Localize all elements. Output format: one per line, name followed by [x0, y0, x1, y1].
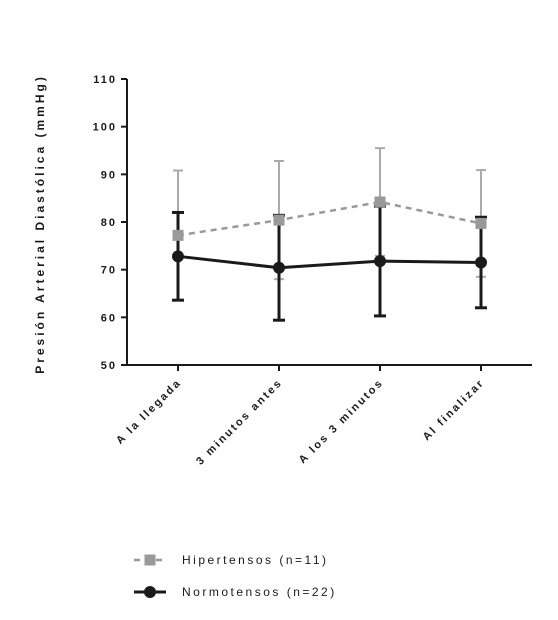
y-tick-label: 90	[101, 169, 117, 181]
y-axis-title: Presión Arterial Diastólica (mmHg)	[33, 74, 47, 374]
x-tick-label: Al finalizar	[421, 377, 487, 443]
data-point	[273, 214, 285, 226]
legend-marker	[144, 586, 156, 598]
x-tick-label: A la llegada	[114, 377, 184, 447]
data-point	[273, 261, 285, 274]
data-point	[374, 255, 386, 268]
series-line	[177, 200, 482, 237]
legend-label: Hipertensos (n=11)	[182, 553, 329, 567]
data-point	[374, 196, 386, 208]
legend-label: Normotensos (n=22)	[182, 585, 337, 599]
legend-marker	[144, 554, 156, 566]
y-tick-label: 60	[101, 312, 117, 324]
series-line	[177, 254, 482, 270]
y-tick-label: 110	[93, 74, 117, 86]
data-point	[172, 229, 184, 241]
data-point	[475, 256, 487, 269]
data-point	[475, 217, 487, 229]
x-tick-label: 3 minutos antes	[194, 377, 285, 468]
y-tick-label: 50	[101, 360, 117, 372]
y-tick-label: 80	[101, 217, 117, 229]
data-point	[172, 250, 184, 263]
y-tick-label: 100	[93, 122, 117, 134]
y-tick-label: 70	[101, 265, 117, 277]
x-tick-label: A los 3 minutos	[297, 377, 386, 466]
